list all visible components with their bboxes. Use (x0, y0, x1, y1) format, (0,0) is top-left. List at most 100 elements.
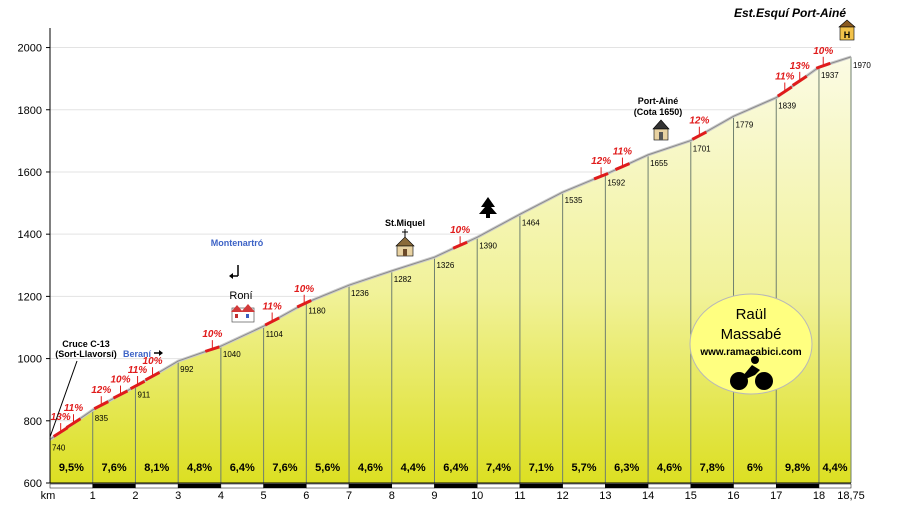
segment-gradient-label: 9,8% (785, 462, 810, 474)
church-icon (396, 229, 414, 256)
hotel-icon: H (839, 20, 855, 40)
tree-icon (479, 197, 497, 218)
x-tick-label: 1 (90, 490, 96, 502)
y-tick-label: 1800 (18, 105, 42, 117)
elevation-label: 1535 (565, 196, 583, 205)
x-tick-label: 12 (557, 490, 569, 502)
segment-gradient-label: 5,6% (315, 462, 340, 474)
steep-ramp-label: 12% (689, 116, 709, 127)
steep-ramp-label: 11% (64, 403, 83, 414)
steep-ramp-label: 13% (790, 61, 810, 72)
montenartro-label: Montenartró (211, 238, 264, 248)
km-bar-segment (264, 484, 307, 488)
author-badge: Raül Massabé www.ramacabici.com (690, 294, 812, 394)
x-tick-label: 5 (261, 490, 267, 502)
segment-gradient-label: 7,6% (102, 462, 127, 474)
elevation-label: 1040 (223, 350, 241, 359)
segment-gradient-label: 4,8% (187, 462, 212, 474)
y-tick-label: 2000 (18, 43, 42, 55)
ski-station-marker: Est.Esquí Port-Ainé H (734, 6, 855, 40)
km-bar-segment (605, 484, 648, 488)
village-icon (231, 304, 255, 322)
km-bar-segment (691, 484, 734, 488)
steep-ramp-label: 12% (91, 385, 111, 396)
segment-gradient-label: 7,6% (272, 462, 297, 474)
km-bar-segment (477, 484, 520, 488)
x-tick-label: 3 (175, 490, 181, 502)
author-last-name: Massabé (721, 326, 782, 343)
elevation-label: 1937 (821, 71, 839, 80)
km-bar-segment (563, 484, 606, 488)
y-tick-label: 1000 (18, 354, 42, 366)
segment-gradient-label: 6,4% (230, 462, 255, 474)
steep-ramp-label: 11% (263, 302, 282, 313)
x-tick-label: 15 (685, 490, 697, 502)
elevation-label: 835 (95, 414, 109, 423)
elevation-label: 740 (52, 443, 66, 452)
website-link[interactable]: www.ramacabici.com (699, 347, 801, 358)
segment-gradient-label: 8,1% (144, 462, 169, 474)
segment-gradient-label: 6,3% (614, 462, 639, 474)
y-tick-label: 800 (24, 416, 42, 428)
km-bar-segment (392, 484, 435, 488)
segment-gradient-label: 7,1% (529, 462, 554, 474)
km-bar-segment (349, 484, 392, 488)
st-miquel-label: St.Miquel (385, 218, 425, 228)
svg-text:H: H (844, 30, 851, 40)
segment-gradient-label: 4,6% (358, 462, 383, 474)
steep-ramp-label: 10% (813, 46, 833, 57)
elevation-label: 1390 (479, 241, 497, 250)
x-tick-label: 13 (599, 490, 611, 502)
elevation-label: 1282 (394, 275, 412, 284)
steep-ramp-label: 10% (450, 225, 470, 236)
x-tick-label: 16 (727, 490, 739, 502)
x-tick-label: 7 (346, 490, 352, 502)
elevation-label: 1180 (308, 307, 326, 316)
x-tick-label: 2 (132, 490, 138, 502)
y-tick-label: 1400 (18, 229, 42, 241)
steep-ramp-label: 12% (591, 156, 611, 167)
elevation-label: 1236 (351, 289, 369, 298)
km-bar-segment (648, 484, 691, 488)
km-bar-segment (306, 484, 349, 488)
elevation-label: 1592 (607, 178, 625, 187)
x-tick-label: 18 (813, 490, 825, 502)
x-tick-label: 8 (389, 490, 395, 502)
elevation-label: 1326 (436, 261, 454, 270)
elevation-label: 1464 (522, 218, 540, 227)
elevation-label: 911 (137, 390, 150, 399)
segment-gradient-label: 7,8% (700, 462, 725, 474)
port-aine-label: Port-Ainé (638, 96, 679, 106)
roni-label: Roní (229, 290, 252, 302)
segment-gradient-label: 4,6% (657, 462, 682, 474)
arrow-right-icon (154, 350, 163, 356)
refuge-icon (653, 120, 669, 140)
y-tick-label: 1600 (18, 167, 42, 179)
x-unit-label: km (41, 490, 56, 502)
x-tick-label: 4 (218, 490, 224, 502)
x-tick-label: 6 (303, 490, 309, 502)
port-aine-marker: Port-Ainé (Cota 1650) (634, 96, 683, 140)
elevation-label: 1701 (693, 145, 711, 154)
km-bar-segment (221, 484, 264, 488)
y-tick-label: 600 (24, 478, 42, 490)
km-bar-segment (734, 484, 777, 488)
elevation-label: 1839 (778, 102, 796, 111)
x-tick-label: 14 (642, 490, 654, 502)
arrow-left-icon (229, 265, 238, 279)
km-bar-segment (135, 484, 178, 488)
steep-ramp-label: 10% (294, 284, 314, 295)
steep-ramp-label: 11% (775, 72, 794, 83)
elevation-label: 1655 (650, 159, 668, 168)
segment-gradient-label: 7,4% (486, 462, 511, 474)
cruce-label: Cruce C-13 (62, 339, 110, 349)
montenartro-marker: Montenartró (211, 238, 264, 279)
segment-gradient-label: 6,4% (443, 462, 468, 474)
steep-ramp-label: 11% (613, 147, 632, 158)
berani-label: Beraní (123, 349, 152, 359)
chart-title: Est.Esquí Port-Ainé (734, 6, 846, 20)
elevation-label: 1104 (266, 330, 284, 339)
segment-gradient-label: 5,7% (571, 462, 596, 474)
km-bar-segment (819, 484, 851, 488)
